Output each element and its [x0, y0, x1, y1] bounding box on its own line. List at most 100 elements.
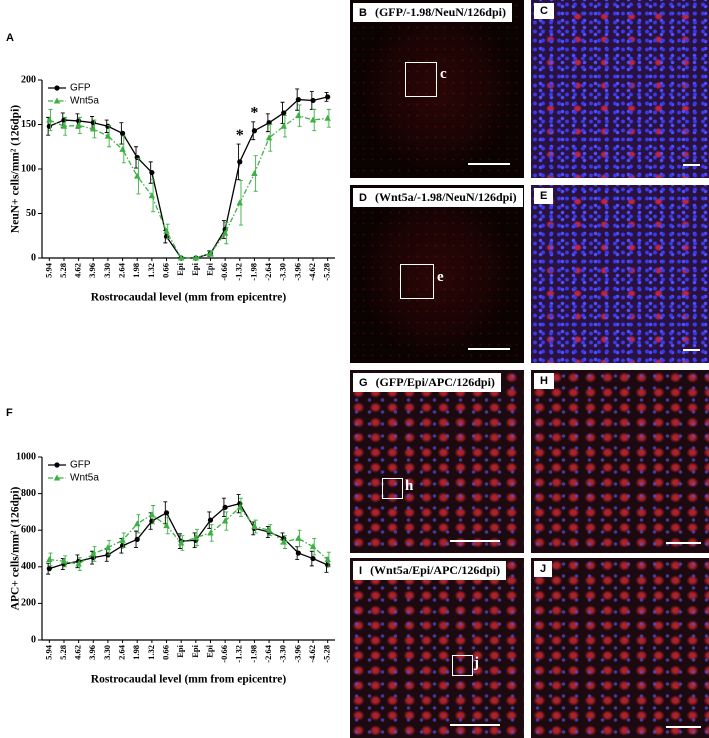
marker [90, 550, 97, 557]
marker [221, 517, 229, 524]
scale-bar [450, 724, 500, 726]
legend-label: GFP [70, 83, 91, 94]
x-tick-label: -1.98 [248, 645, 258, 663]
panel-label: C [534, 3, 554, 19]
y-tick-label: 50 [26, 208, 36, 219]
marker [46, 123, 52, 129]
image-g: G (GFP/Epi/APC/126dpi) h [350, 370, 524, 553]
marker [134, 536, 140, 542]
marker [148, 511, 156, 518]
inset-label: c [440, 66, 447, 82]
marker [119, 130, 126, 136]
marker [310, 555, 316, 562]
panel-label: A [6, 32, 14, 44]
marker [251, 523, 258, 530]
marker [325, 94, 331, 100]
panel-title: B (GFP/-1.98/NeuN/126dpi) [353, 3, 512, 22]
x-tick-label: 3.30 [102, 263, 112, 278]
panel-label: J [534, 561, 553, 577]
x-tick-label: 1.32 [146, 645, 156, 660]
marker [207, 250, 214, 257]
marker [75, 121, 82, 128]
marker [251, 169, 258, 176]
marker [134, 154, 140, 161]
y-axis-label: NeuN+ cells/mm² (126dpi) [10, 105, 22, 233]
x-axis-label: Rostrocaudal level (mm from epicentre) [91, 674, 287, 686]
marker [104, 132, 112, 139]
inset-box [405, 62, 437, 97]
marker [309, 116, 317, 123]
panel-title: I (Wnt5a/Epi/APC/126dpi) [353, 561, 507, 580]
marker [265, 526, 273, 533]
x-tick-label: 4.62 [73, 263, 83, 278]
scale-bar [683, 164, 700, 166]
x-tick-label: -5.28 [322, 263, 332, 281]
panel-label: I [359, 565, 363, 577]
marker [236, 199, 243, 206]
marker [60, 122, 68, 129]
y-tick-label: 0 [31, 634, 36, 645]
scale-bar [468, 348, 510, 350]
x-axis-label: Rostrocaudal level (mm from epicentre) [91, 292, 287, 304]
x-tick-label: 5.28 [58, 263, 68, 278]
x-tick-label: 5.94 [43, 644, 53, 660]
inset-label: j [474, 655, 479, 671]
panel-label: H [534, 373, 554, 389]
marker [46, 566, 52, 572]
x-tick-label: Epi [204, 644, 214, 657]
marker [119, 145, 126, 152]
annotation: * [236, 127, 244, 144]
marker [309, 543, 317, 550]
marker [148, 192, 156, 199]
marker [251, 128, 258, 134]
marker [281, 110, 287, 116]
annotation: * [250, 105, 258, 122]
image-h: H [531, 370, 709, 553]
panel-title-text: (Wnt5a/Epi/APC/126dpi) [370, 563, 501, 577]
marker [280, 538, 287, 545]
scale-bar [666, 542, 701, 544]
inset-label: e [437, 269, 444, 285]
image-c: C [531, 0, 709, 178]
x-tick-label: 5.28 [58, 645, 68, 660]
x-tick-label: 2.64 [117, 644, 127, 660]
y-tick-label: 600 [21, 524, 36, 535]
marker [177, 539, 185, 546]
scale-bar [683, 349, 700, 351]
panel-label: D [359, 192, 367, 204]
panel-title-text: (GFP/Epi/APC/126dpi) [375, 375, 495, 389]
marker [163, 227, 170, 234]
x-tick-label: 1.98 [131, 263, 141, 278]
marker [75, 560, 82, 567]
inset-box [400, 264, 434, 299]
panel-label: E [534, 188, 554, 204]
x-tick-label: 1.98 [131, 645, 141, 660]
x-tick-label: -4.62 [307, 645, 317, 663]
image-d: D (Wnt5a/-1.98/NeuN/126dpi) e [350, 185, 524, 363]
marker [221, 229, 229, 236]
x-tick-label: 3.96 [87, 263, 97, 278]
panel-title-text: (Wnt5a/-1.98/NeuN/126dpi) [374, 190, 517, 204]
marker [207, 517, 214, 523]
y-tick-label: 150 [21, 119, 36, 130]
marker [104, 544, 112, 551]
panel-title-text: (GFP/-1.98/NeuN/126dpi) [374, 5, 506, 19]
charts: A 0 50 100 150 200 5.94 5.28 4.62 3.96 3.30 2.64 1.9… [6, 32, 335, 686]
marker [61, 117, 67, 123]
marker [54, 462, 60, 468]
y-tick-label: 100 [21, 163, 36, 174]
marker [53, 97, 61, 104]
x-tick-label: -0.66 [219, 263, 229, 281]
x-tick-label: Epi [175, 262, 185, 275]
x-tick-label: -0.66 [219, 645, 229, 663]
y-tick-label: 200 [21, 598, 36, 609]
inset-box [452, 655, 473, 676]
x-tick-label: -1.32 [234, 263, 244, 281]
marker [207, 529, 214, 536]
scale-bar [666, 726, 701, 728]
x-tick-label: -2.64 [263, 262, 273, 280]
marker [266, 120, 272, 126]
marker [149, 518, 155, 524]
marker [46, 116, 53, 123]
